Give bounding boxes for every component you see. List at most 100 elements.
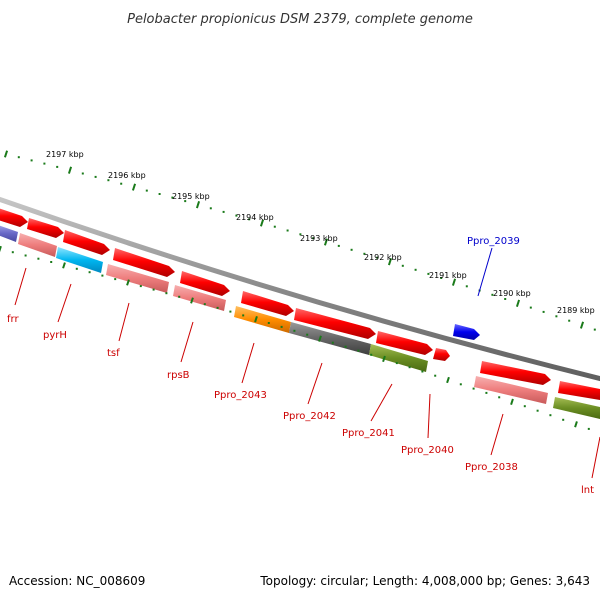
scale-minor-tick: [222, 210, 225, 213]
leader-line: [307, 362, 323, 405]
scale-minor-tick: [88, 271, 91, 274]
gene-label-pyrH[interactable]: pyrH: [43, 330, 67, 341]
scale-minor-tick: [414, 268, 417, 271]
scale-minor-tick: [504, 298, 507, 300]
scale-minor-tick: [248, 218, 251, 221]
leader-line: [57, 283, 72, 323]
scale-major-tick: [62, 262, 66, 269]
genome-backbone: [0, 196, 600, 382]
gene-feature[interactable]: [18, 233, 57, 257]
scale-minor-tick: [350, 248, 353, 251]
scale-minor-tick: [273, 225, 276, 228]
scale-ticks: [3, 150, 596, 331]
gene-feature-Ppro_2039[interactable]: [453, 324, 480, 340]
scale-minor-tick: [17, 156, 20, 159]
scale-minor-tick: [549, 414, 552, 417]
scale-minor-tick: [280, 325, 283, 328]
scale-major-tick: [323, 238, 329, 246]
gene-feature[interactable]: [474, 376, 548, 404]
gene-label-leaders: [14, 247, 600, 479]
scale-minor-tick: [363, 252, 366, 255]
scale-minor-tick: [50, 261, 53, 263]
scale-minor-tick: [459, 383, 462, 386]
forward-strand-features: [0, 207, 600, 400]
gene-feature[interactable]: [294, 308, 376, 339]
scale-minor-tick: [357, 349, 360, 352]
scale-tick-label: 2191 kbp: [429, 271, 467, 280]
leader-line: [370, 383, 393, 422]
scale-major-tick: [190, 297, 194, 304]
scale-tick-label: 2195 kbp: [172, 192, 210, 201]
scale-minor-tick: [216, 306, 219, 309]
gene-label-rpsB[interactable]: rpsB: [167, 370, 190, 381]
scale-minor-tick: [267, 322, 270, 324]
scale-minor-tick: [306, 333, 309, 336]
gene-feature[interactable]: [433, 348, 450, 361]
scale-minor-tick: [498, 396, 501, 399]
scale-minor-tick: [75, 267, 78, 270]
scale-minor-tick: [555, 315, 558, 318]
scale-major-tick: [387, 258, 393, 266]
leader-line: [180, 321, 194, 363]
gene-feature[interactable]: [106, 264, 169, 293]
scale-major-tick: [318, 335, 322, 342]
scale-minor-tick: [491, 293, 494, 296]
scale-minor-tick: [568, 319, 571, 322]
gene-feature[interactable]: [241, 291, 294, 316]
gene-feature[interactable]: [180, 271, 230, 296]
gene-feature[interactable]: [234, 306, 291, 333]
scale-major-tick: [254, 316, 258, 323]
gene-label-lnt[interactable]: lnt: [581, 485, 594, 496]
scale-minor-tick: [30, 159, 33, 162]
gene-label-Ppro_2038[interactable]: Ppro_2038: [465, 462, 518, 473]
genome-summary: Topology: circular; Length: 4,008,000 bp…: [260, 574, 590, 588]
gene-feature[interactable]: [480, 361, 551, 385]
gene-feature[interactable]: [369, 344, 428, 372]
gene-label-tsf[interactable]: tsf: [107, 348, 120, 359]
scale-major-tick: [126, 279, 130, 286]
leader-line: [477, 247, 493, 297]
scale-minor-tick: [395, 362, 398, 365]
scale-minor-tick: [81, 172, 84, 175]
scale-minor-tick: [107, 179, 110, 182]
gene-feature[interactable]: [113, 248, 175, 277]
scale-minor-tick: [523, 405, 526, 408]
gene-feature[interactable]: [56, 247, 103, 273]
scale-minor-tick: [145, 189, 148, 192]
scale-minor-tick: [434, 374, 437, 377]
leader-line: [427, 393, 431, 439]
gene-feature[interactable]: [0, 207, 28, 227]
scale-ruler: 2197 kbp 2196 kbp 2195 kbp 2194 kbp 2193…: [3, 150, 596, 331]
gene-feature[interactable]: [27, 218, 64, 238]
gene-feature[interactable]: [289, 322, 371, 355]
scale-tick-label: 2189 kbp: [557, 306, 595, 315]
gene-feature[interactable]: [63, 230, 110, 255]
scale-minor-tick: [171, 196, 174, 199]
scale-major-tick: [259, 219, 265, 227]
scale-major-tick: [515, 299, 521, 307]
scale-minor-tick: [37, 257, 40, 260]
scale-major-tick: [510, 398, 514, 405]
gene-feature[interactable]: [376, 331, 433, 355]
gene-label-Ppro_2042[interactable]: Ppro_2042: [283, 411, 336, 422]
scale-minor-tick: [242, 314, 245, 317]
scale-major-tick: [382, 355, 386, 363]
scale-minor-tick: [235, 214, 238, 217]
gene-label-Ppro_2041[interactable]: Ppro_2041: [342, 428, 395, 439]
gene-label-frr[interactable]: frr: [7, 314, 19, 325]
scale-minor-tick: [376, 256, 379, 259]
gene-feature[interactable]: [558, 381, 600, 400]
gene-feature[interactable]: [0, 224, 18, 242]
gene-feature[interactable]: [553, 397, 600, 419]
scale-tick-label: 2197 kbp: [46, 150, 84, 159]
gene-label-Ppro_2040[interactable]: Ppro_2040: [401, 445, 454, 456]
scale-minor-tick: [542, 310, 545, 313]
scale-minor-tick: [465, 285, 468, 288]
scale-minor-tick: [472, 387, 475, 390]
gene-label-Ppro_2043[interactable]: Ppro_2043: [214, 390, 267, 401]
gene-feature[interactable]: [173, 285, 226, 311]
map-title: Pelobacter propionicus DSM 2379, complet…: [127, 12, 473, 27]
gene-label-Ppro_2039[interactable]: Ppro_2039: [467, 236, 520, 247]
scale-minor-tick: [421, 370, 424, 373]
scale-major-tick: [446, 376, 450, 384]
